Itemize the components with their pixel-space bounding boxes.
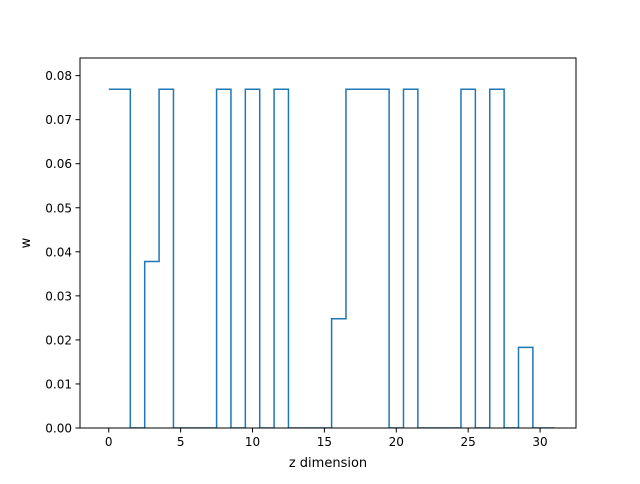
- plot-area: [108, 88, 555, 428]
- x-tick-label: 5: [177, 435, 185, 449]
- x-tick-label: 0: [105, 435, 113, 449]
- x-tick-label: 30: [532, 435, 547, 449]
- y-tick-label: 0.05: [45, 201, 72, 215]
- axes-frame: [79, 57, 577, 429]
- y-axis-label: w: [19, 237, 34, 248]
- y-tick-label: 0.01: [45, 377, 72, 391]
- x-axis-label: z dimension: [289, 456, 367, 471]
- x-tick-label: 10: [245, 435, 260, 449]
- y-tick-label: 0.03: [45, 289, 72, 303]
- y-tick-label: 0.06: [45, 157, 72, 171]
- y-axis: 0.00 0.01 0.02 0.03 0.04 0.05 0.06 0.07 0.08: [45, 69, 80, 436]
- y-tick-label: 0.08: [45, 69, 72, 83]
- series-step-line: [108, 88, 555, 428]
- x-tick-label: 15: [317, 435, 332, 449]
- x-axis: 0 5 10 15 20 25 30: [105, 428, 548, 449]
- y-tick-label: 0.02: [45, 333, 72, 347]
- y-tick-label: 0.07: [45, 113, 72, 127]
- y-tick-label: 0.04: [45, 245, 72, 259]
- x-tick-label: 25: [461, 435, 476, 449]
- x-tick-label: 20: [389, 435, 404, 449]
- y-tick-label: 0.00: [45, 422, 72, 436]
